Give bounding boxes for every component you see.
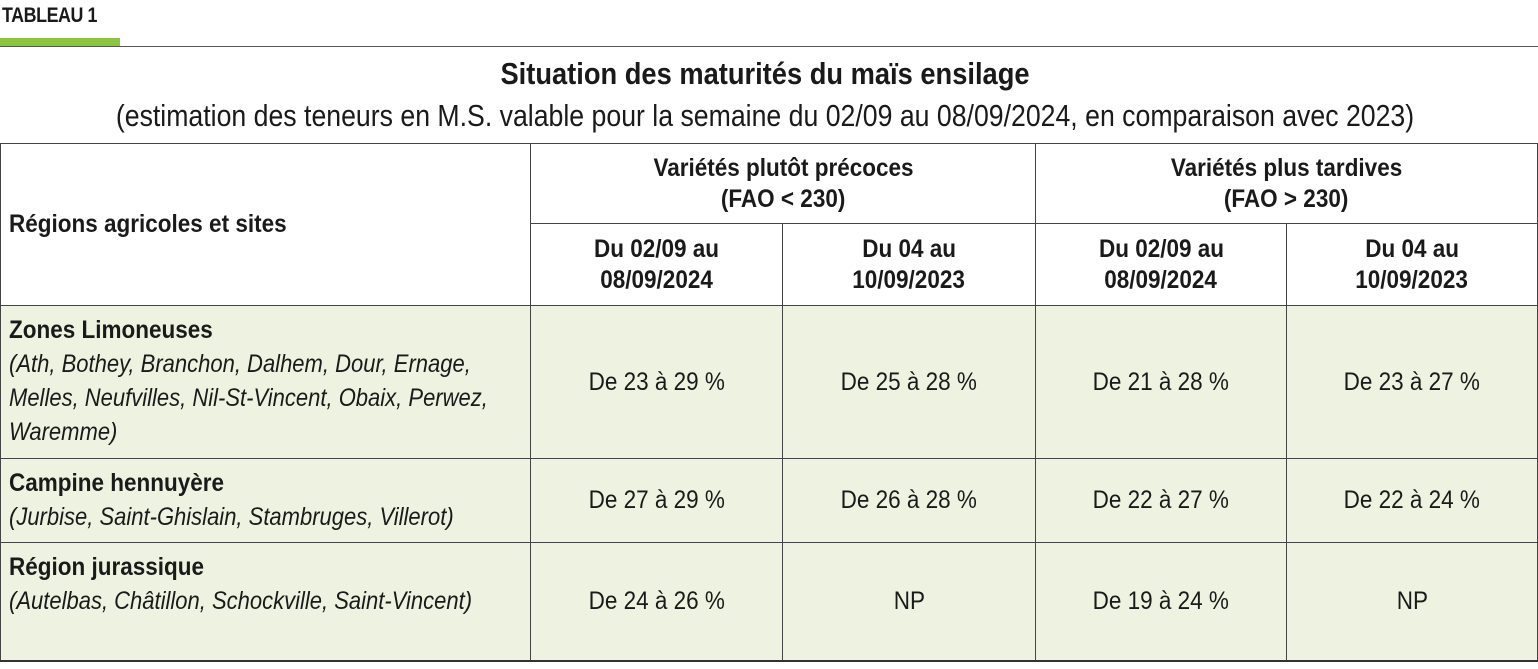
region-sites: (Autelbas, Châtillon, Schockville, Saint…: [9, 584, 519, 618]
value-cell: De 21 à 28 %: [1036, 306, 1287, 459]
value-cell: De 25 à 28 %: [783, 306, 1036, 459]
table-tag: TABLEAU 1: [2, 4, 97, 28]
group-header-late: Variétés plus tardives (FAO > 230): [1036, 144, 1538, 224]
region-cell: Campine hennuyère (Jurbise, Saint-Ghisla…: [1, 459, 531, 543]
region-name: Région jurassique: [9, 551, 473, 584]
table-row: Zones Limoneuses (Ath, Bothey, Branchon,…: [1, 306, 1538, 459]
value-cell: De 27 à 29 %: [531, 459, 783, 543]
region-name: Zones Limoneuses: [9, 314, 473, 347]
period-header: Du 04 au 10/09/2023: [783, 224, 1036, 306]
region-cell: Région jurassique (Autelbas, Châtillon, …: [1, 543, 531, 661]
value-cell: De 23 à 27 %: [1287, 306, 1538, 459]
region-name: Campine hennuyère: [9, 467, 473, 500]
value-cell: De 19 à 24 %: [1036, 543, 1287, 661]
group-header-early: Variétés plutôt précoces (FAO < 230): [531, 144, 1036, 224]
region-sites: (Ath, Bothey, Branchon, Dalhem, Dour, Er…: [9, 347, 519, 449]
period-header: Du 04 au 10/09/2023: [1287, 224, 1538, 306]
table-title: Situation des maturités du maïs ensilage: [92, 56, 1438, 92]
maturity-table: Régions agricoles et sites Variétés plut…: [0, 143, 1538, 662]
value-cell: NP: [1287, 543, 1538, 661]
value-cell: De 22 à 24 %: [1287, 459, 1538, 543]
value-cell: NP: [783, 543, 1036, 661]
region-cell: Zones Limoneuses (Ath, Bothey, Branchon,…: [1, 306, 531, 459]
value-cell: De 24 à 26 %: [531, 543, 783, 661]
value-cell: De 26 à 28 %: [783, 459, 1036, 543]
table-row: Campine hennuyère (Jurbise, Saint-Ghisla…: [1, 459, 1538, 543]
value-cell: De 23 à 29 %: [531, 306, 783, 459]
table-header-row: Régions agricoles et sites Variétés plut…: [1, 144, 1538, 224]
region-column-header: Régions agricoles et sites: [1, 144, 531, 306]
table-row: Région jurassique (Autelbas, Châtillon, …: [1, 543, 1538, 661]
period-header: Du 02/09 au 08/09/2024: [1036, 224, 1287, 306]
period-header: Du 02/09 au 08/09/2024: [531, 224, 783, 306]
table-subtitle: (estimation des teneurs en M.S. valable …: [81, 98, 1448, 134]
region-sites: (Jurbise, Saint-Ghislain, Stambruges, Vi…: [9, 500, 519, 534]
header-rule: [0, 46, 1538, 47]
value-cell: De 22 à 27 %: [1036, 459, 1287, 543]
